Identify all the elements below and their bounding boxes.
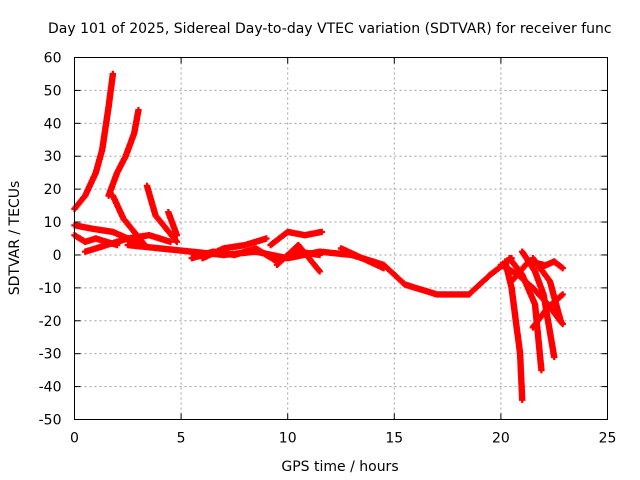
data-point xyxy=(380,261,407,287)
y-tick-label: -30 xyxy=(39,347,62,363)
series-track-6 xyxy=(109,192,149,249)
data-point xyxy=(301,229,324,239)
data-point xyxy=(559,264,566,272)
data-point xyxy=(199,245,226,262)
data-point xyxy=(131,108,142,137)
data-point xyxy=(99,105,112,153)
data-point xyxy=(519,396,526,403)
data-point xyxy=(380,264,387,272)
data-point xyxy=(316,268,323,275)
data-point xyxy=(135,106,142,114)
data-point xyxy=(337,245,365,261)
data-point xyxy=(295,241,322,274)
data-point xyxy=(143,182,159,218)
data-point xyxy=(401,281,439,298)
series-track-2 xyxy=(105,106,142,199)
series-track-20 xyxy=(529,291,566,331)
series-track-13 xyxy=(273,241,323,275)
data-point xyxy=(109,70,117,78)
series-track-14 xyxy=(337,245,387,272)
data-point xyxy=(529,284,550,307)
data-point xyxy=(173,238,181,245)
y-tick-label: 50 xyxy=(44,83,62,99)
data-point xyxy=(82,170,99,199)
series-track-7 xyxy=(143,182,181,245)
data-point xyxy=(273,242,301,268)
data-point xyxy=(508,284,524,356)
x-tick-label: 25 xyxy=(599,431,617,447)
y-tick-label: 60 xyxy=(44,51,62,67)
data-point xyxy=(263,235,270,242)
data-point xyxy=(156,245,194,255)
data-point xyxy=(359,255,386,271)
y-tick-label: -50 xyxy=(39,413,62,429)
plot-frame xyxy=(74,57,608,420)
data-point xyxy=(267,229,290,249)
y-axis-label: SDTVAR / TECUs xyxy=(7,181,23,296)
y-tick-label: 10 xyxy=(44,215,62,231)
series-track-12 xyxy=(267,228,326,249)
chart-title: Day 101 of 2025, Sidereal Day-to-day VTE… xyxy=(48,21,612,37)
y-tick-label: 40 xyxy=(44,116,62,132)
data-point xyxy=(316,251,323,259)
data-point xyxy=(544,292,565,311)
data-point xyxy=(551,353,558,361)
axis-ticks xyxy=(74,57,608,420)
data-point xyxy=(540,261,547,269)
data-point xyxy=(559,320,566,328)
data-points xyxy=(71,70,566,403)
data-point xyxy=(508,259,531,285)
data-point xyxy=(559,291,566,298)
data-point xyxy=(124,241,162,252)
y-tick-label: -10 xyxy=(39,281,62,297)
data-point xyxy=(167,238,174,245)
data-point xyxy=(433,291,471,298)
data-point xyxy=(318,228,326,236)
x-tick-labels: 0 5 10 15 20 25 xyxy=(70,431,616,447)
data-point xyxy=(131,228,148,248)
data-point xyxy=(88,225,115,235)
data-point xyxy=(152,212,169,231)
data-point xyxy=(120,215,137,234)
data-point xyxy=(516,350,526,402)
series-track-1 xyxy=(71,70,117,213)
x-tick-label: 10 xyxy=(279,431,297,447)
x-tick-label: 15 xyxy=(385,431,403,447)
series-track-11 xyxy=(199,235,270,262)
x-tick-label: 5 xyxy=(177,431,186,447)
series-track-22 xyxy=(508,258,547,285)
x-axis-label: GPS time / hours xyxy=(281,459,398,475)
series-track-8 xyxy=(165,209,181,239)
data-point xyxy=(113,154,129,176)
y-tick-label: 30 xyxy=(44,149,62,165)
data-point xyxy=(529,305,551,331)
data-point xyxy=(284,228,307,239)
data-point xyxy=(105,72,116,111)
data-point xyxy=(538,366,545,374)
data-point xyxy=(109,192,127,221)
data-point xyxy=(163,225,180,244)
x-tick-label: 20 xyxy=(492,431,510,447)
data-point xyxy=(173,232,181,239)
data-point xyxy=(465,272,493,298)
y-tick-label: -40 xyxy=(39,380,62,396)
y-tick-label: 0 xyxy=(53,248,62,264)
y-tick-label: 20 xyxy=(44,182,62,198)
x-tick-label: 0 xyxy=(70,431,79,447)
data-point xyxy=(525,258,546,268)
y-tick-label: -20 xyxy=(39,314,62,330)
y-tick-labels: -50 -40 -30 -20 -10 0 10 20 30 40 50 60 xyxy=(39,51,62,429)
data-point xyxy=(252,245,279,264)
